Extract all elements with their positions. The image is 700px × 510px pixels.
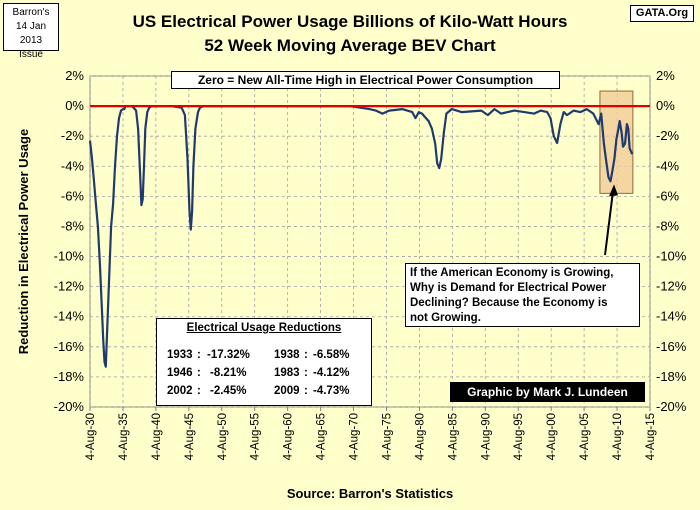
y-tick-label-left: -4%	[61, 158, 85, 173]
y-tick-label-right: -6%	[656, 188, 680, 203]
comment-line-4: not Growing.	[410, 312, 481, 324]
y-tick-label-right: -12%	[656, 279, 687, 294]
reduction-value: -8.21%	[210, 367, 247, 379]
reduction-value: -4.12%	[313, 367, 350, 379]
y-tick-label-left: -8%	[61, 218, 85, 233]
reduction-year: 1933	[167, 349, 193, 361]
y-tick-label-right: -10%	[656, 249, 687, 264]
y-tick-label-left: -16%	[54, 339, 85, 354]
comment-line-2: Why is Demand for Electrical Power	[410, 282, 607, 294]
x-tick-label: 4-Aug-70	[349, 413, 361, 460]
reduction-sep: :	[197, 367, 201, 379]
x-tick-label: 4-Aug-05	[579, 413, 591, 460]
x-tick-label: 4-Aug-90	[480, 413, 492, 460]
x-tick-label: 4-Aug-85	[447, 413, 459, 460]
x-tick-label: 4-Aug-75	[381, 413, 393, 460]
arrow-shaft	[604, 191, 614, 256]
reductions-title: Electrical Usage Reductions	[186, 322, 342, 334]
y-tick-label-right: -16%	[656, 339, 687, 354]
x-tick-label: 4-Aug-40	[151, 413, 163, 460]
x-tick-label: 4-Aug-65	[316, 413, 328, 460]
reduction-sep: :	[304, 367, 308, 379]
reductions-table: Electrical Usage Reductions 1933 : -17.3…	[156, 318, 372, 406]
reduction-year: 2002	[167, 385, 193, 397]
y-tick-label-left: 0%	[65, 98, 84, 113]
y-tick-label-right: -4%	[656, 158, 680, 173]
y-tick-label-right: -20%	[656, 399, 687, 414]
issue-line-2: 14 Jan 2013	[15, 21, 47, 46]
reduction-sep: :	[304, 349, 308, 361]
y-tick-label-left: -14%	[54, 309, 85, 324]
reduction-sep: :	[197, 349, 201, 361]
x-tick-label: 4-Aug-30	[85, 413, 97, 460]
comment-box: If the American Economy is Growing, Why …	[405, 263, 640, 327]
reduction-value: -6.58%	[313, 349, 350, 361]
y-axis-label: Reduction in Electrical Power Usage	[16, 129, 31, 354]
x-axis-label: Source: Barron's Statistics	[286, 486, 454, 501]
issue-box: Barron's 14 Jan 2013 Issue	[3, 3, 59, 60]
y-tick-label-left: 2%	[65, 68, 84, 83]
y-tick-label-left: -2%	[61, 128, 85, 143]
issue-line-3: Issue	[19, 49, 43, 60]
x-tick-label: 4-Aug-45	[184, 413, 196, 460]
x-tick-label: 4-Aug-15	[645, 413, 657, 460]
reduction-year: 1938	[274, 349, 300, 361]
y-tick-label-left: -10%	[54, 249, 85, 264]
reduction-sep: :	[197, 385, 201, 397]
reduction-year: 1946	[167, 367, 193, 379]
y-tick-label-right: -14%	[656, 309, 687, 324]
y-tick-label-right: -18%	[656, 369, 687, 384]
x-tick-label: 4-Aug-00	[546, 413, 558, 460]
recent-period-highlight	[599, 90, 634, 194]
y-tick-label-left: -6%	[61, 188, 85, 203]
comment-line-3: Declining? Because the Economy is	[410, 297, 608, 309]
series-line	[88, 105, 634, 368]
x-tick-label: 4-Aug-95	[513, 413, 525, 460]
reduction-value: -2.45%	[210, 385, 247, 397]
chart-subtitle: 52 Week Moving Average BEV Chart	[204, 36, 496, 55]
x-tick-label: 4-Aug-35	[118, 413, 130, 460]
zero-note: Zero = New All-Time High in Electrical P…	[171, 71, 560, 89]
chart-title: US Electrical Power Usage Billions of Ki…	[132, 12, 568, 31]
y-tick-label-left: -18%	[54, 369, 85, 384]
reduction-year: 2009	[274, 385, 300, 397]
comment-line-1: If the American Economy is Growing,	[410, 267, 614, 279]
reduction-year: 1983	[274, 367, 300, 379]
x-tick-label: 4-Aug-60	[283, 413, 295, 460]
reduction-value: -17.32%	[207, 349, 250, 361]
reduction-value: -4.73%	[313, 385, 350, 397]
credit-label: Graphic by Mark J. Lundeen	[450, 382, 645, 402]
y-tick-label-left: -20%	[54, 399, 85, 414]
arrow-head	[609, 184, 618, 197]
x-tick-label: 4-Aug-50	[217, 413, 229, 460]
y-tick-label-right: -2%	[656, 128, 680, 143]
y-tick-label-right: -8%	[656, 218, 680, 233]
issue-line-1: Barron's	[12, 7, 50, 18]
y-tick-label-right: 2%	[656, 68, 675, 83]
reduction-sep: :	[304, 385, 308, 397]
x-tick-label: 4-Aug-10	[612, 413, 624, 460]
y-tick-label-left: -12%	[54, 279, 85, 294]
x-tick-label: 4-Aug-55	[250, 413, 262, 460]
x-tick-label: 4-Aug-80	[414, 413, 426, 460]
y-tick-label-right: 0%	[656, 98, 675, 113]
gata-label: GATA.Org	[630, 5, 694, 22]
